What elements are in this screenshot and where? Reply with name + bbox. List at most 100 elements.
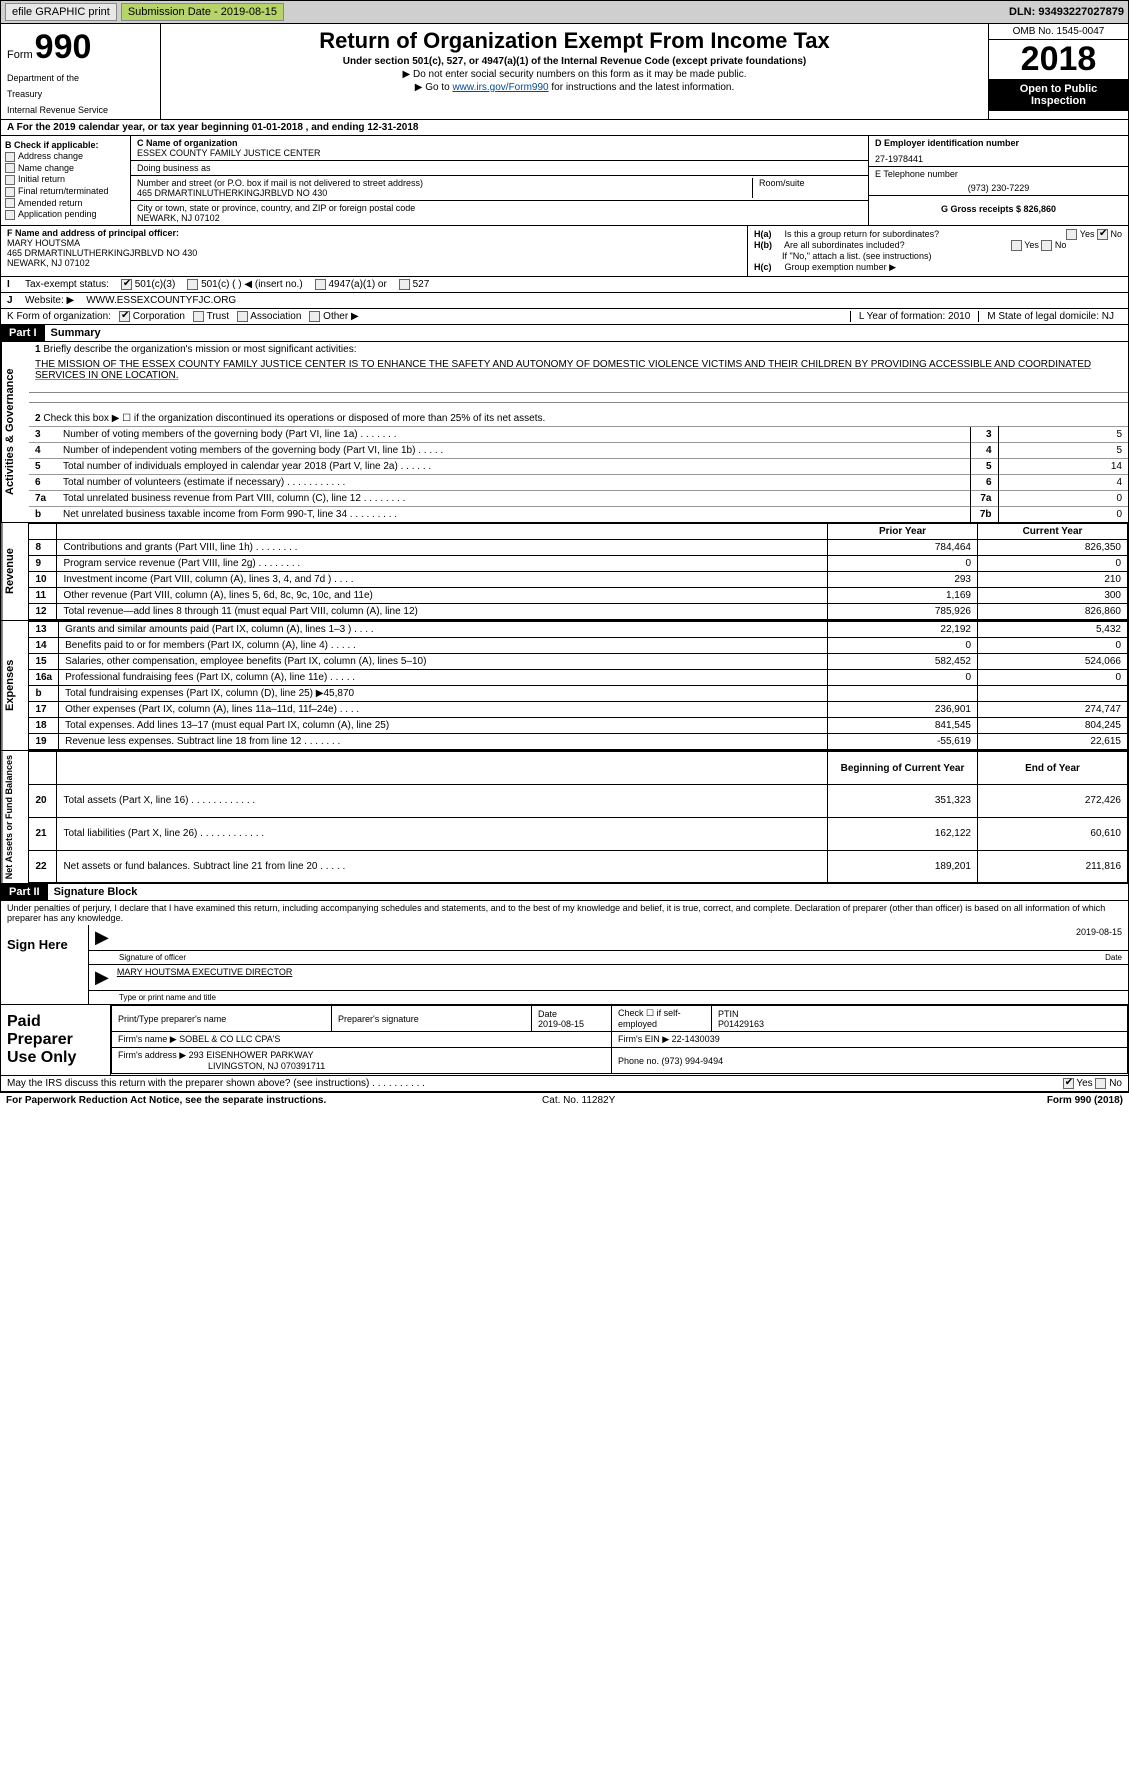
checkbox-final-return[interactable]	[5, 187, 15, 197]
ptin-value: P01429163	[718, 1019, 764, 1029]
expenses-table: 13Grants and similar amounts paid (Part …	[28, 621, 1128, 750]
firm-name-label: Firm's name ▶	[118, 1034, 177, 1044]
firm-phone: Phone no. (973) 994-9494	[612, 1048, 1128, 1074]
open-to-public: Open to Public Inspection	[989, 79, 1128, 111]
checkbox-amended[interactable]	[5, 198, 15, 208]
row-fgh: F Name and address of principal officer:…	[0, 226, 1129, 277]
q2-num: 2	[35, 413, 41, 424]
hdr-prior-year: Prior Year	[828, 524, 978, 540]
cb-label-4: Amended return	[18, 198, 83, 208]
line-a: A For the 2019 calendar year, or tax yea…	[0, 120, 1129, 136]
checkbox-pending[interactable]	[5, 210, 15, 220]
officer-label: F Name and address of principal officer:	[7, 228, 741, 238]
dept-line-2: Treasury	[7, 89, 154, 99]
hdr-beginning: Beginning of Current Year	[828, 752, 978, 785]
checkbox-name-change[interactable]	[5, 163, 15, 173]
501c-checkbox[interactable]	[187, 279, 198, 290]
revenue-section: Revenue Prior YearCurrent Year 8Contribu…	[0, 523, 1129, 621]
column-f: F Name and address of principal officer:…	[1, 226, 748, 276]
city-value: NEWARK, NJ 07102	[137, 213, 862, 223]
form-subtitle: Under section 501(c), 527, or 4947(a)(1)…	[169, 56, 980, 67]
assoc-checkbox[interactable]	[237, 311, 248, 322]
ha-label: H(a)	[754, 229, 782, 239]
form-header: Form 990 Department of the Treasury Inte…	[0, 24, 1129, 120]
org-name-label: C Name of organization	[137, 138, 862, 148]
city-label: City or town, state or province, country…	[137, 203, 862, 213]
gross-receipts: G Gross receipts $ 826,860	[941, 204, 1056, 214]
ha-no-checkbox[interactable]	[1097, 229, 1108, 240]
irs-yes-label: Yes	[1076, 1079, 1092, 1090]
501c3-checkbox[interactable]	[121, 279, 132, 290]
note-2-post: for instructions and the latest informat…	[549, 82, 735, 93]
part-1-bar: Part I Summary	[0, 325, 1129, 342]
irs-yes-checkbox[interactable]	[1063, 1078, 1074, 1089]
opt-other: Other ▶	[323, 311, 358, 322]
col-b-header: B Check if applicable:	[5, 140, 126, 150]
irs-discuss-text: May the IRS discuss this return with the…	[7, 1078, 425, 1089]
part-2-bar: Part II Signature Block	[0, 884, 1129, 901]
officer-printed-name: MARY HOUTSMA EXECUTIVE DIRECTOR	[117, 967, 293, 988]
4947-checkbox[interactable]	[315, 279, 326, 290]
opt-501c: 501(c) ( ) ◀ (insert no.)	[201, 279, 303, 290]
state-domicile: M State of legal domicile: NJ	[978, 311, 1122, 322]
dba-label: Doing business as	[137, 163, 862, 173]
firm-addr-1: 293 EISENHOWER PARKWAY	[189, 1050, 314, 1060]
prep-date-value: 2019-08-15	[538, 1019, 584, 1029]
opt-trust: Trust	[207, 311, 229, 322]
column-c: C Name of organization ESSEX COUNTY FAMI…	[131, 136, 868, 225]
preparer-table: Print/Type preparer's name Preparer's si…	[111, 1005, 1128, 1074]
hc-text: Group exemption number ▶	[785, 262, 896, 272]
firm-addr-label: Firm's address ▶	[118, 1050, 186, 1060]
opt-4947: 4947(a)(1) or	[328, 279, 386, 290]
hb-no-checkbox[interactable]	[1041, 240, 1052, 251]
trust-checkbox[interactable]	[193, 311, 204, 322]
officer-name: MARY HOUTSMA	[7, 238, 741, 248]
vtab-expenses: Expenses	[1, 621, 28, 750]
column-de: D Employer identification number 27-1978…	[868, 136, 1128, 225]
opt-corp: Corporation	[133, 311, 185, 322]
header-right: OMB No. 1545-0047 2018 Open to Public In…	[988, 24, 1128, 119]
cb-label-3: Final return/terminated	[18, 186, 109, 196]
no-label: No	[1110, 229, 1122, 239]
yes-label: Yes	[1080, 229, 1095, 239]
row-j-text: Website: ▶	[25, 295, 74, 306]
prep-sig-label: Preparer's signature	[332, 1006, 532, 1032]
ha-yes-checkbox[interactable]	[1066, 229, 1077, 240]
other-checkbox[interactable]	[309, 311, 320, 322]
part-1-header: Part I	[1, 325, 45, 341]
mission-text: THE MISSION OF THE ESSEX COUNTY FAMILY J…	[29, 357, 1128, 383]
opt-527: 527	[413, 279, 430, 290]
name-title-label: Type or print name and title	[119, 993, 216, 1002]
revenue-table: Prior YearCurrent Year 8Contributions an…	[28, 523, 1128, 620]
opt-501c3: 501(c)(3)	[135, 279, 176, 290]
checkbox-initial-return[interactable]	[5, 175, 15, 185]
vtab-activities: Activities & Governance	[1, 342, 29, 522]
form-title: Return of Organization Exempt From Incom…	[169, 28, 980, 54]
note-2-pre: ▶ Go to	[415, 82, 453, 93]
row-k-label: K Form of organization:	[7, 311, 111, 322]
room-label: Room/suite	[752, 178, 862, 198]
row-k: K Form of organization: Corporation Trus…	[0, 309, 1129, 325]
header-center: Return of Organization Exempt From Incom…	[161, 24, 988, 119]
corp-checkbox[interactable]	[119, 311, 130, 322]
footer-left: For Paperwork Reduction Act Notice, see …	[6, 1095, 326, 1106]
checkbox-address-change[interactable]	[5, 152, 15, 162]
preparer-block: Paid Preparer Use Only Print/Type prepar…	[0, 1005, 1129, 1076]
row-i-label: I	[7, 279, 25, 290]
sig-officer-label: Signature of officer	[119, 953, 186, 962]
phone-value: (973) 230-7229	[875, 183, 1122, 193]
hb-yes-checkbox[interactable]	[1011, 240, 1022, 251]
q1-num: 1	[35, 344, 41, 355]
note-2: ▶ Go to www.irs.gov/Form990 for instruct…	[169, 82, 980, 93]
submission-date-button[interactable]: Submission Date - 2019-08-15	[121, 3, 284, 21]
q1-text: Briefly describe the organization's miss…	[43, 344, 356, 355]
527-checkbox[interactable]	[399, 279, 410, 290]
irs-link[interactable]: www.irs.gov/Form990	[452, 82, 548, 93]
cb-label-0: Address change	[18, 151, 83, 161]
omb-number: OMB No. 1545-0047	[989, 24, 1128, 40]
irs-no-checkbox[interactable]	[1095, 1078, 1106, 1089]
addr-label: Number and street (or P.O. box if mail i…	[137, 178, 752, 188]
part-1-title: Summary	[45, 325, 107, 341]
prep-name-label: Print/Type preparer's name	[112, 1006, 332, 1032]
efile-button[interactable]: efile GRAPHIC print	[5, 3, 117, 21]
